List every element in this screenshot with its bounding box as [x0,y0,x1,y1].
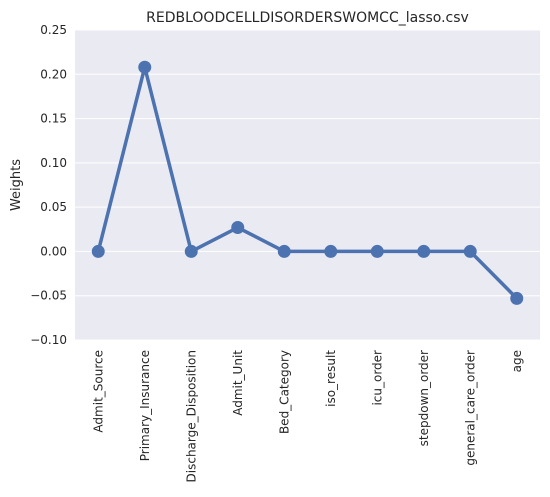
series-line [96,65,519,301]
y-tick-label: 0.00 [40,244,67,258]
x-tick-label: Admit_Unit [231,350,245,416]
data-point [184,244,198,258]
x-tick-label: Admit_Source [91,350,105,433]
x-tick-label: Bed_Category [277,350,291,434]
data-point [231,221,245,235]
y-tick-label: 0.20 [40,67,67,81]
data-point [370,244,384,258]
data-point [277,244,291,258]
y-tick-label: 0.25 [40,23,67,37]
x-tick-label: general_care_order [463,350,477,466]
x-tick-label: Primary_Insurance [138,350,152,461]
y-tick-label: 0.05 [40,200,67,214]
x-tick-label: icu_order [370,350,384,406]
series [91,60,524,305]
x-tick-label: stepdown_order [417,350,431,446]
data-point [463,244,477,258]
x-tick-label: Discharge_Disposition [184,350,198,482]
x-tick-label: age [510,350,524,372]
data-point [324,244,338,258]
x-tick-labels: Admit_Source Primary_Insurance Discharge_D… [91,350,524,483]
y-tick-label: −0.10 [30,333,67,347]
chart-title: REDBLOODCELLDISORDERSWOMCC_lasso.csv [146,10,469,26]
data-point [91,244,105,258]
x-tick-label: iso_result [324,350,338,407]
y-tick-labels: −0.10 −0.05 0.00 0.05 0.10 0.15 0.20 0.25 [30,23,67,347]
y-tick-label: −0.05 [30,289,67,303]
data-point [510,291,524,305]
data-point [138,60,152,74]
plot-area [75,30,540,340]
data-point [417,244,431,258]
y-tick-label: 0.10 [40,156,67,170]
y-tick-label: 0.15 [40,112,67,126]
y-axis-label: Weights [9,159,24,211]
